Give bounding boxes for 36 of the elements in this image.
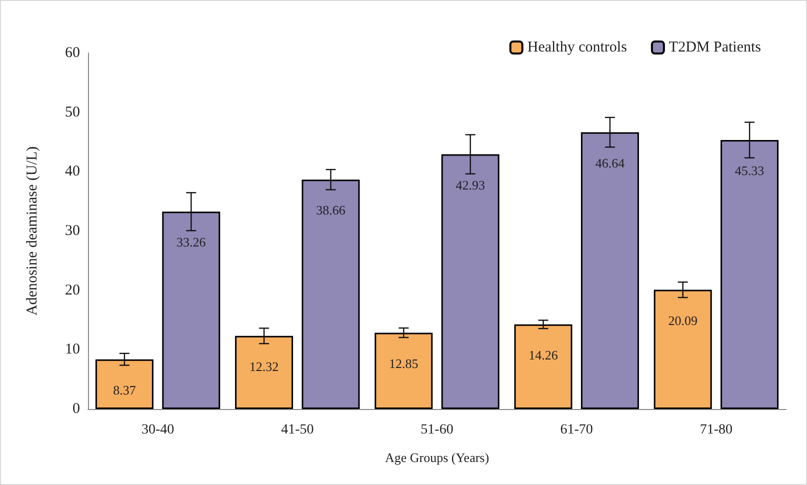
bar [162, 212, 220, 409]
y-tick-label: 0 [72, 401, 80, 417]
data-label: 12.32 [249, 358, 279, 374]
legend-label: T2DM Patients [668, 40, 762, 56]
y-tick-label: 10 [65, 342, 80, 358]
data-label: 45.33 [734, 163, 764, 178]
bar [302, 180, 360, 409]
bar [441, 154, 500, 409]
bar [374, 332, 433, 409]
x-tick-label: 71-80 [700, 422, 733, 438]
data-label: 20.09 [668, 312, 698, 328]
x-axis-title: Age Groups (Years) [384, 450, 490, 465]
bar [235, 336, 294, 409]
data-label: 33.26 [176, 234, 206, 250]
data-label: 8.37 [113, 382, 136, 398]
data-label: 12.85 [389, 356, 418, 371]
x-tick-label: 41-50 [281, 422, 314, 438]
bar [95, 359, 154, 409]
bar [580, 132, 639, 409]
bar [720, 140, 779, 409]
y-axis-title: Adenosine deaminase (U/L) [24, 146, 40, 316]
y-tick-label: 30 [65, 223, 80, 239]
y-tick-label: 60 [65, 45, 80, 61]
data-label: 38.66 [316, 202, 346, 218]
legend-label: Healthy controls [527, 40, 628, 56]
x-tick-label: 51-60 [420, 422, 454, 438]
x-tick-label: 30-40 [141, 422, 174, 438]
bar [514, 324, 572, 409]
y-tick-label: 40 [65, 164, 80, 180]
y-tick-label: 20 [65, 282, 80, 298]
data-label: 46.64 [595, 155, 626, 170]
x-tick-label: 61-70 [560, 422, 593, 438]
data-label: 14.26 [528, 347, 558, 362]
bar [654, 290, 712, 409]
y-tick-label: 50 [65, 104, 80, 120]
data-label: 42.93 [456, 177, 485, 192]
